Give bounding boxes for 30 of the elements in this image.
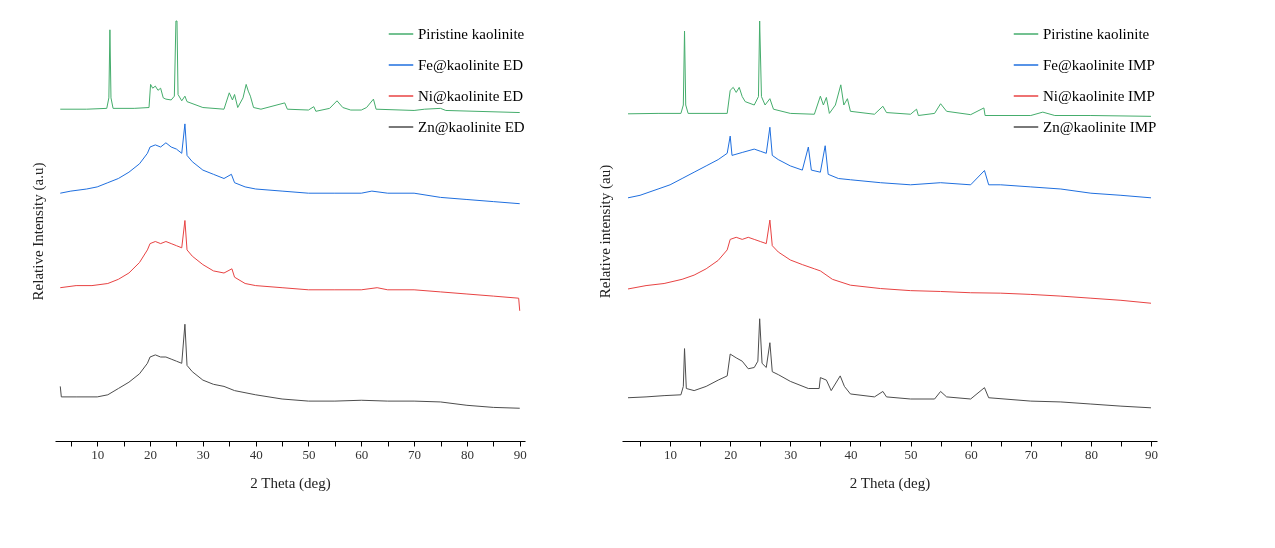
legend-label: Fe@kaolinite ED <box>418 57 524 73</box>
x-tick-label: 10 <box>664 446 678 462</box>
x-tick-label: 40 <box>249 446 263 462</box>
x-axis-title: 2 Theta (deg) <box>250 474 331 492</box>
legend-label: Zn@kaolinite ED <box>418 119 525 135</box>
x-tick-label: 10 <box>91 446 105 462</box>
x-tick-label: 90 <box>513 446 527 462</box>
x-tick-label: 90 <box>1144 446 1158 462</box>
x-tick-label: 50 <box>904 446 918 462</box>
x-tick-label: 60 <box>355 446 369 462</box>
y-axis-title: Relative intensity (au) <box>596 164 614 299</box>
legend-label: Piristine kaolinite <box>418 26 525 42</box>
legend-label: Fe@kaolinite IMP <box>1043 57 1155 73</box>
legend-label: Piristine kaolinite <box>1043 26 1150 42</box>
y-axis-title: Relative Intensity (a.u) <box>29 162 47 301</box>
x-axis-title: 2 Theta (deg) <box>849 474 931 492</box>
legend-label: Ni@kaolinite ED <box>418 88 524 104</box>
legend-label: Zn@kaolinite IMP <box>1043 119 1157 135</box>
x-tick-label: 40 <box>844 446 858 462</box>
x-tick-label: 30 <box>784 446 798 462</box>
x-tick-label: 80 <box>460 446 474 462</box>
x-tick-label: 30 <box>196 446 210 462</box>
x-tick-label: 80 <box>1084 446 1098 462</box>
x-tick-label: 60 <box>964 446 978 462</box>
legend-label: Ni@kaolinite IMP <box>1043 88 1155 104</box>
x-tick-label: 70 <box>408 446 422 462</box>
x-tick-label: 70 <box>1024 446 1038 462</box>
x-tick-label: 50 <box>302 446 316 462</box>
x-tick-label: 20 <box>144 446 158 462</box>
x-tick-label: 20 <box>724 446 738 462</box>
